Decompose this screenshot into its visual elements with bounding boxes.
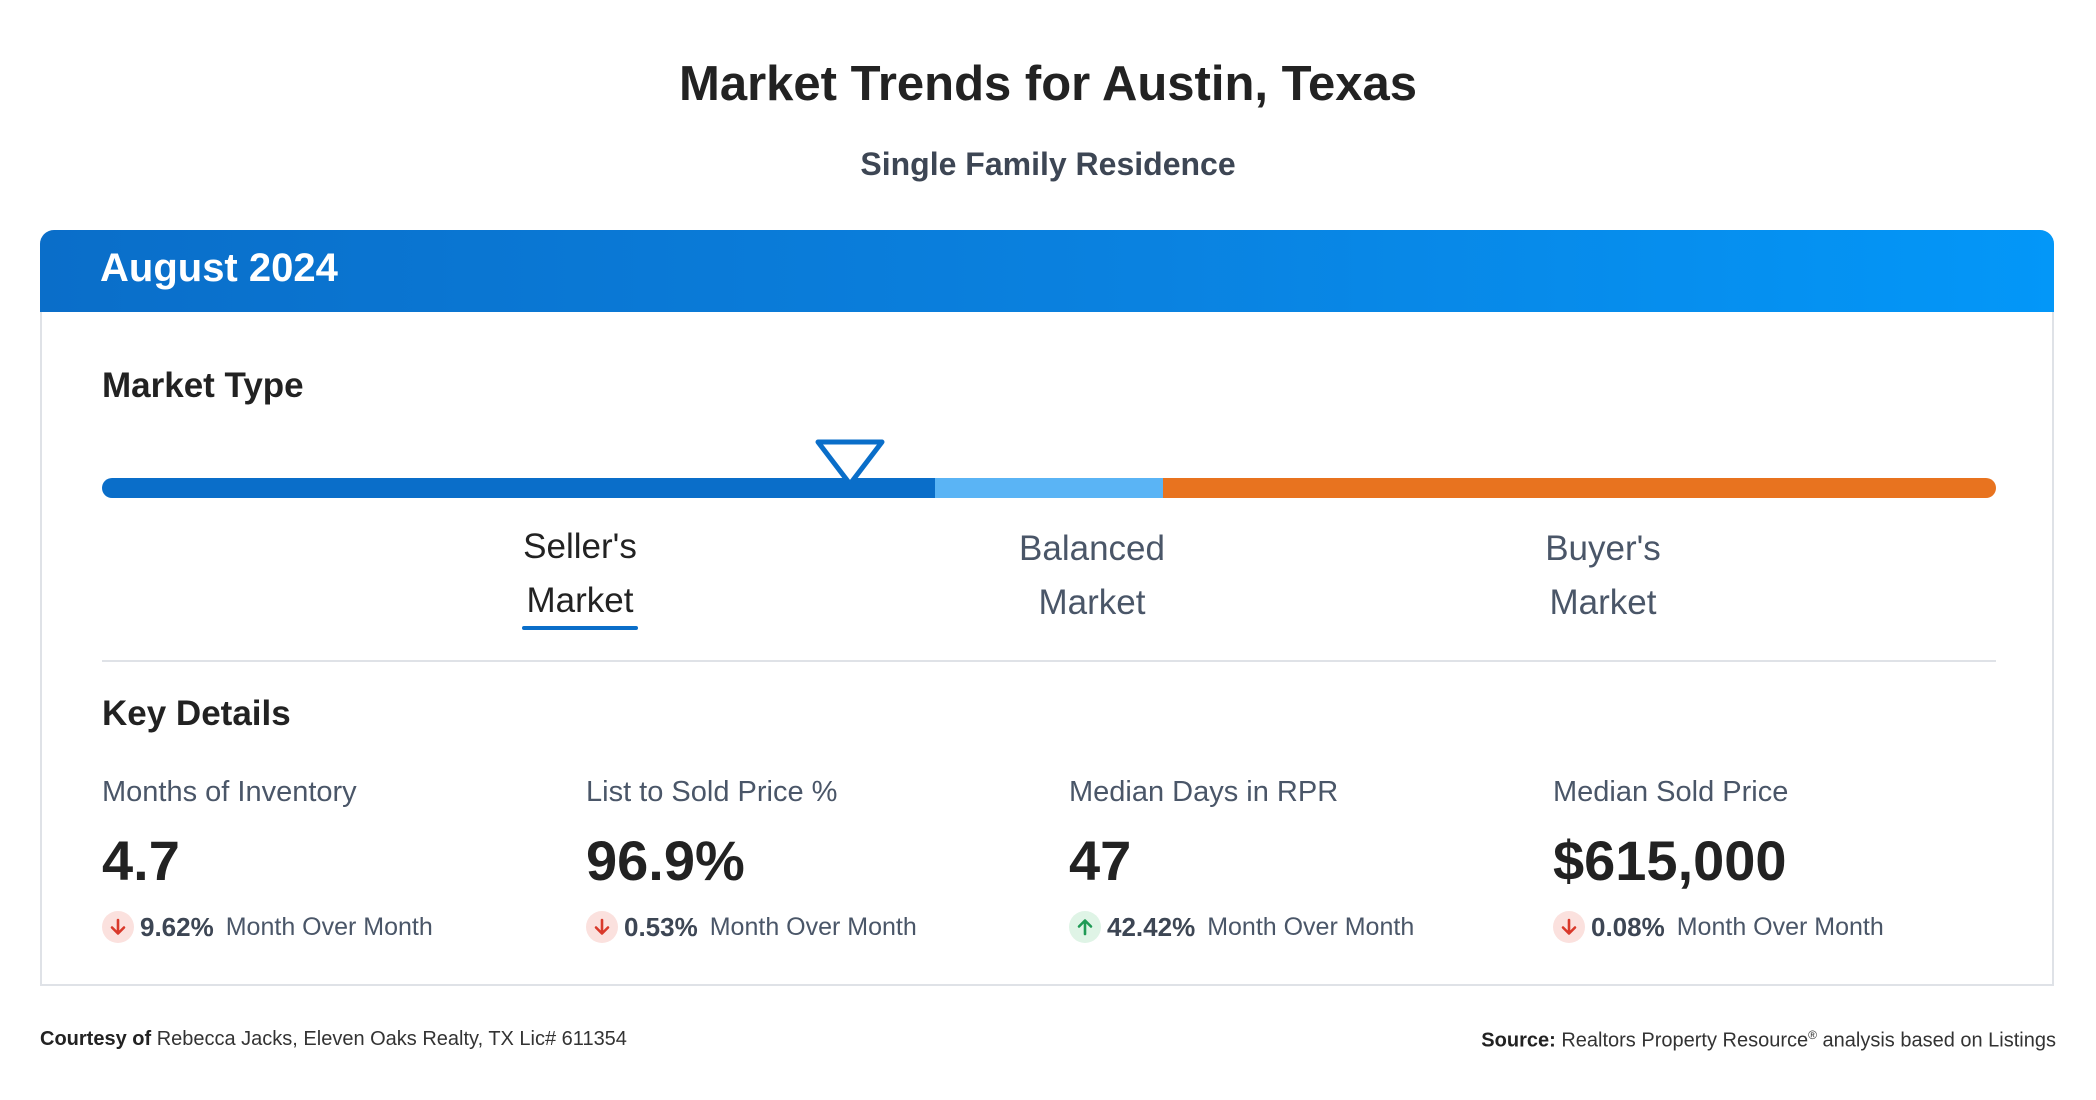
metric-change: 9.62% Month Over Month [102, 910, 562, 944]
metric-label: List to Sold Price % [586, 776, 838, 808]
metric-value: $615,000 [1553, 829, 1787, 892]
tab-sellers-market[interactable]: Seller's Market [430, 520, 730, 628]
arrow-down-icon [586, 911, 618, 943]
change-percent: 42.42% [1107, 911, 1196, 942]
source-text: Realtors Property Resource [1561, 1029, 1809, 1052]
arrow-up-icon [1069, 911, 1101, 943]
change-period: Month Over Month [709, 912, 917, 941]
page-subtitle: Single Family Residence [860, 146, 1236, 182]
metric-change: 0.53% Month Over Month [586, 910, 1046, 944]
courtesy-text: Rebecca Jacks, Eleven Oaks Realty, TX Li… [156, 1028, 627, 1050]
metric-value: 4.7 [102, 829, 180, 892]
page-title: Market Trends for Austin, Texas [679, 57, 1417, 111]
source-label: Source: [1481, 1029, 1556, 1052]
metric-label: Months of Inventory [102, 776, 357, 808]
tab-balanced-market[interactable]: Balanced Market [942, 522, 1242, 630]
change-percent: 0.53% [624, 911, 698, 942]
sellers-market-segment [102, 478, 935, 498]
metric-label: Median Days in RPR [1069, 776, 1339, 808]
buyers-market-segment [1163, 478, 1996, 498]
balanced-market-segment [935, 478, 1163, 498]
active-tab-underline [522, 626, 638, 630]
source-footer: Source: Realtors Property Resource® anal… [1481, 1028, 2056, 1053]
arrow-down-icon [1553, 911, 1585, 943]
metric-value: 96.9% [586, 829, 745, 892]
key-details-title: Key Details [102, 694, 291, 733]
market-trends-card: August 2024 Market Type Seller's Market … [40, 230, 2054, 986]
metric-months-of-inventory: Months of Inventory 4.7 9.62% Month Over… [102, 772, 562, 944]
metric-median-sold-price: Median Sold Price $615,000 0.08% Month O… [1553, 772, 2013, 944]
balanced-market-label-line2: Market [1038, 583, 1146, 622]
change-percent: 9.62% [140, 911, 214, 942]
card-header: August 2024 [40, 230, 2054, 312]
metric-median-days-in-rpr: Median Days in RPR 47 42.42% Month Over … [1069, 772, 1529, 944]
market-indicator-icon [815, 439, 885, 487]
source-text-2: analysis based on Listings [1822, 1029, 2056, 1052]
buyers-market-label-line1: Buyer's [1545, 529, 1661, 568]
registered-mark: ® [1808, 1028, 1817, 1042]
market-type-bar [102, 478, 1996, 498]
change-percent: 0.08% [1591, 911, 1665, 942]
arrow-down-icon [102, 911, 134, 943]
metric-change: 0.08% Month Over Month [1553, 910, 2013, 944]
balanced-market-label-line1: Balanced [1019, 529, 1165, 568]
courtesy-label: Courtesy of [40, 1028, 152, 1050]
period-title: August 2024 [100, 246, 338, 290]
change-period: Month Over Month [225, 912, 433, 941]
buyers-market-label-line2: Market [1549, 583, 1657, 622]
courtesy-footer: Courtesy of Rebecca Jacks, Eleven Oaks R… [40, 1028, 627, 1051]
metric-change: 42.42% Month Over Month [1069, 910, 1529, 944]
change-period: Month Over Month [1207, 912, 1415, 941]
sellers-market-label-line2: Market [526, 581, 634, 620]
metric-label: Median Sold Price [1553, 776, 1789, 808]
section-divider [102, 660, 1996, 662]
metric-list-to-sold-price: List to Sold Price % 96.9% 0.53% Month O… [586, 772, 1046, 944]
tab-buyers-market[interactable]: Buyer's Market [1453, 522, 1753, 630]
market-type-title: Market Type [102, 366, 304, 405]
change-period: Month Over Month [1676, 912, 1884, 941]
metric-value: 47 [1069, 829, 1132, 892]
sellers-market-label-line1: Seller's [523, 527, 637, 566]
